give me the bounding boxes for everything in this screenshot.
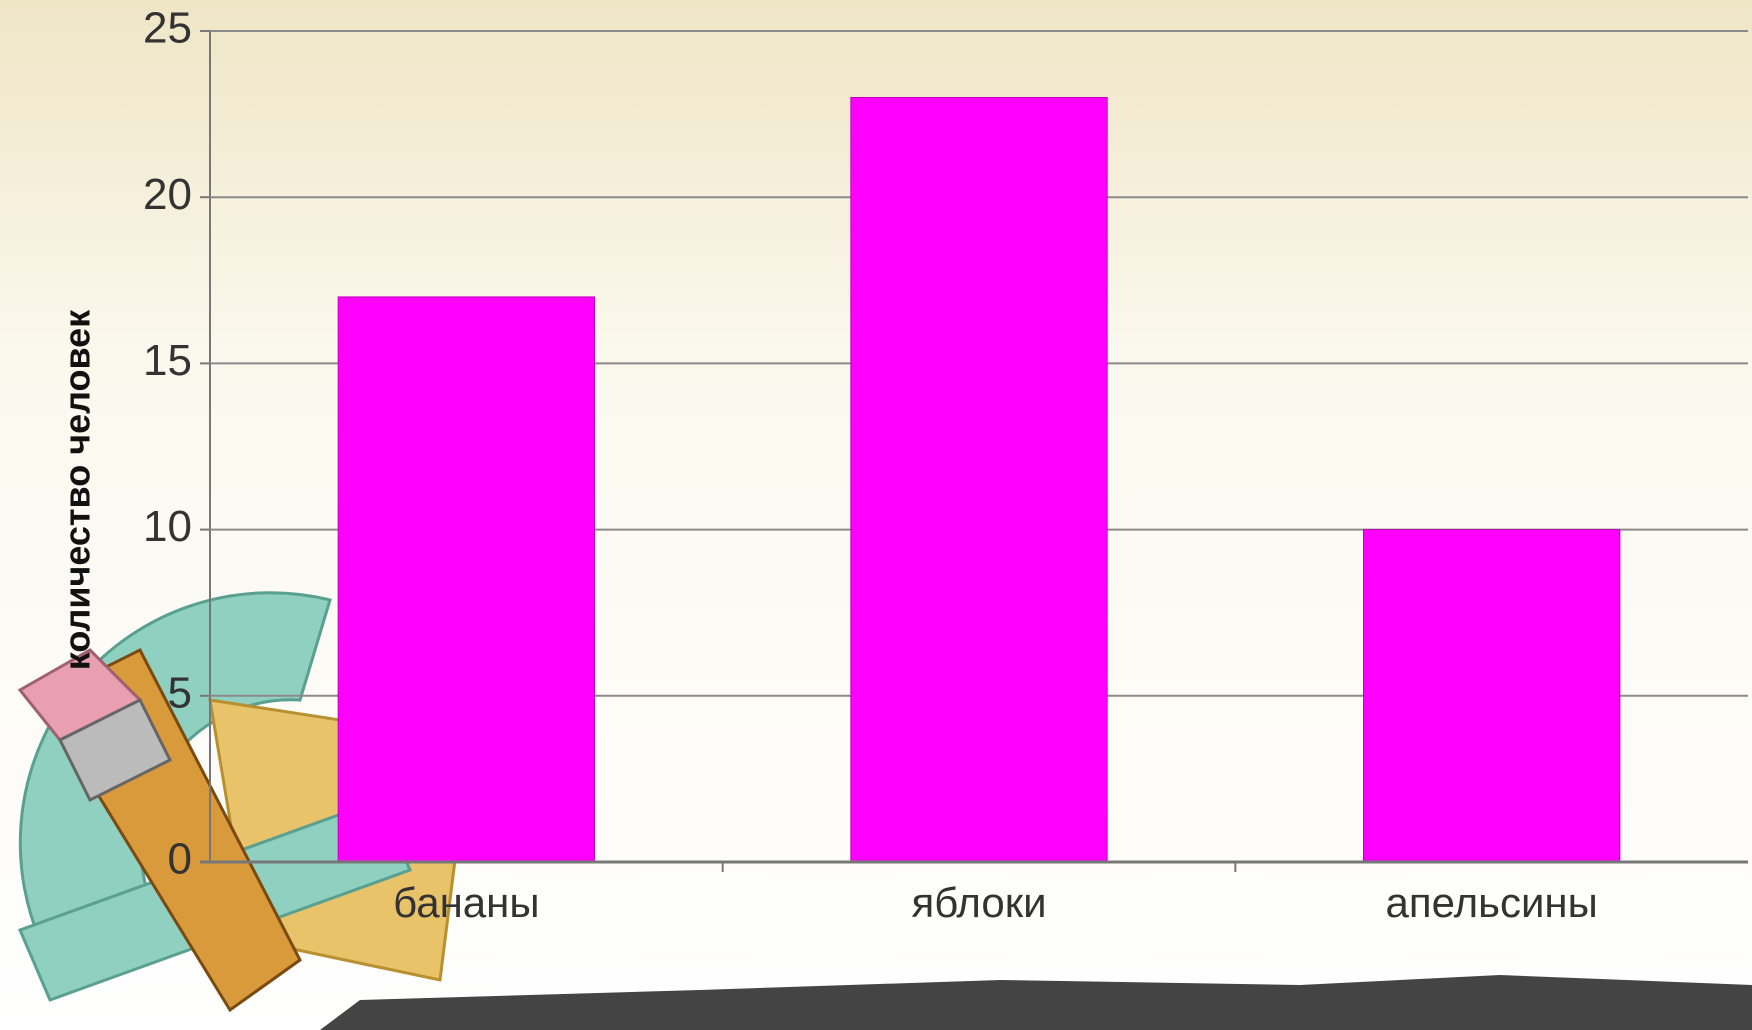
y-tick-label: 5 — [168, 668, 192, 717]
y-tick-label: 25 — [143, 4, 192, 53]
y-tick-label: 15 — [143, 336, 192, 385]
bar — [1363, 529, 1621, 863]
bar — [337, 296, 595, 863]
brush-stroke — [320, 975, 1752, 1030]
x-tick-label: яблоки — [911, 879, 1046, 926]
y-tick-label: 20 — [143, 170, 192, 219]
bar — [850, 96, 1108, 863]
y-tick-label: 10 — [143, 502, 192, 551]
x-tick-label: апельсины — [1386, 879, 1598, 926]
y-axis-label: количество человек — [57, 309, 98, 670]
y-tick-label: 0 — [168, 835, 192, 884]
x-tick-label: бананы — [393, 879, 539, 926]
